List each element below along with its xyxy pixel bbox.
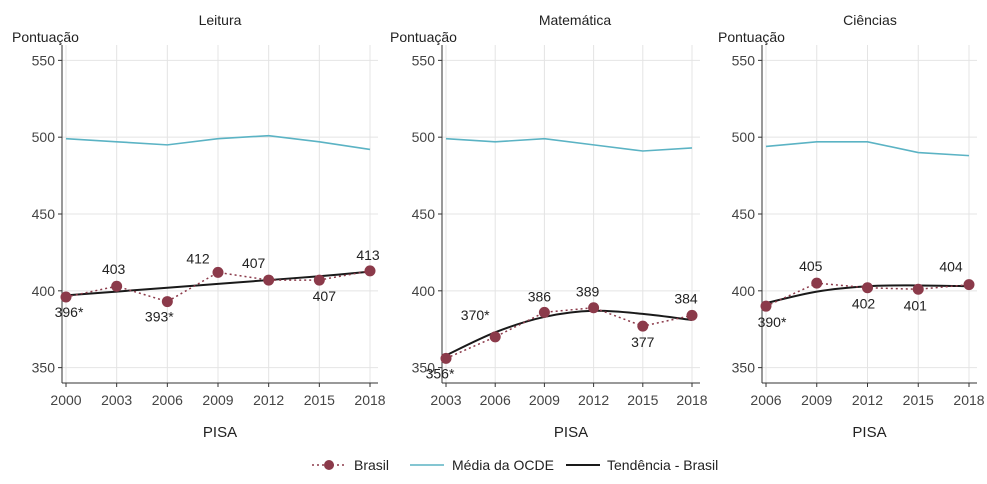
data-label: 404 (939, 259, 963, 275)
brasil-point (161, 296, 173, 308)
brasil-point (588, 302, 600, 314)
data-label: 393* (145, 309, 174, 325)
brasil-point (440, 352, 452, 364)
x-tick-label: 2012 (253, 392, 284, 408)
x-axis-title: PISA (554, 424, 588, 441)
y-tick-label: 350 (732, 360, 756, 376)
x-tick-label: 2018 (354, 392, 385, 408)
x-tick-label: 2018 (676, 392, 707, 408)
y-tick-label: 550 (732, 52, 756, 68)
x-tick-label: 2003 (101, 392, 132, 408)
y-tick-label: 450 (32, 206, 56, 222)
x-tick-label: 2015 (304, 392, 335, 408)
data-label: 405 (799, 258, 823, 274)
data-label: 396* (55, 304, 84, 320)
brasil-point (811, 277, 823, 289)
x-tick-label: 2006 (152, 392, 183, 408)
brasil-point (686, 309, 698, 321)
data-label: 412 (186, 250, 210, 266)
data-label: 386 (528, 288, 552, 304)
x-tick-label: 2018 (953, 392, 984, 408)
data-label: 389 (576, 284, 600, 300)
brasil-point (364, 265, 376, 277)
panel-title: Leitura (199, 12, 242, 28)
brasil-point (760, 300, 772, 312)
panel-title: Ciências (843, 12, 897, 28)
panel-3: Ciências Pontuação 350 400 450 500 550 2006 2009… (718, 12, 985, 441)
x-tick-label: 2015 (627, 392, 658, 408)
brasil-point (912, 283, 924, 295)
x-tick-label: 2003 (430, 392, 461, 408)
data-label: 413 (356, 247, 380, 263)
data-label: 403 (102, 261, 126, 277)
legend-trend-label: Tendência - Brasil (607, 457, 718, 473)
legend: Brasil Média da OCDE Tendência - Brasil (312, 457, 718, 473)
x-axis-title: PISA (203, 424, 237, 441)
x-tick-label: 2012 (852, 392, 883, 408)
y-tick-label: 500 (732, 129, 756, 145)
x-tick-label: 2006 (750, 392, 781, 408)
data-label: 407 (242, 255, 266, 271)
data-label: 407 (313, 288, 337, 304)
x-tick-label: 2012 (578, 392, 609, 408)
legend-brasil-swatch-point (324, 460, 334, 470)
x-tick-label: 2015 (903, 392, 934, 408)
y-axis-label: Pontuação (718, 29, 785, 45)
data-label: 377 (631, 334, 655, 350)
brasil-point (60, 291, 72, 303)
data-label: 390* (758, 314, 787, 330)
y-tick-label: 350 (412, 360, 436, 376)
y-tick-label: 500 (412, 129, 436, 145)
y-tick-label: 350 (32, 360, 56, 376)
brasil-point (963, 279, 975, 291)
y-tick-label: 400 (732, 283, 756, 299)
panel-title: Matemática (539, 12, 612, 28)
brasil-point (313, 274, 325, 286)
brasil-point (489, 331, 501, 343)
y-axis-label: Pontuação (390, 29, 457, 45)
legend-ocde-label: Média da OCDE (452, 457, 554, 473)
ocde-average-line (445, 137, 693, 152)
y-axis-label: Pontuação (12, 29, 79, 45)
y-tick-label: 400 (32, 283, 56, 299)
y-tick-label: 450 (412, 206, 436, 222)
ocde-average-line (65, 134, 371, 151)
y-tick-label: 550 (32, 52, 56, 68)
y-tick-label: 450 (732, 206, 756, 222)
brasil-point (637, 320, 649, 332)
y-tick-label: 500 (32, 129, 56, 145)
ocde-average-line (765, 140, 970, 157)
data-label: 370* (461, 307, 490, 323)
y-tick-label: 400 (412, 283, 436, 299)
legend-brasil-label: Brasil (354, 457, 389, 473)
data-label: 402 (852, 296, 876, 312)
x-axis-title: PISA (852, 424, 886, 441)
data-label: 356* (426, 365, 455, 381)
data-label: 384 (674, 290, 698, 306)
brasil-point (538, 306, 550, 318)
x-tick-label: 2009 (202, 392, 233, 408)
x-tick-label: 2009 (801, 392, 832, 408)
data-label: 401 (904, 297, 928, 313)
x-tick-label: 2006 (480, 392, 511, 408)
x-tick-label: 2000 (50, 392, 81, 408)
brasil-point (862, 282, 873, 294)
panel-2: Matemática Pontuação 350 400 450 500 550 2003 20… (390, 12, 708, 441)
x-tick-label: 2009 (529, 392, 560, 408)
y-tick-label: 550 (412, 52, 436, 68)
brasil-point (263, 274, 275, 286)
panel-1: Leitura Pontuação 350 400 450 500 550 2000 2003 2… (12, 12, 386, 441)
brasil-point (111, 280, 123, 292)
brasil-point (212, 266, 224, 278)
